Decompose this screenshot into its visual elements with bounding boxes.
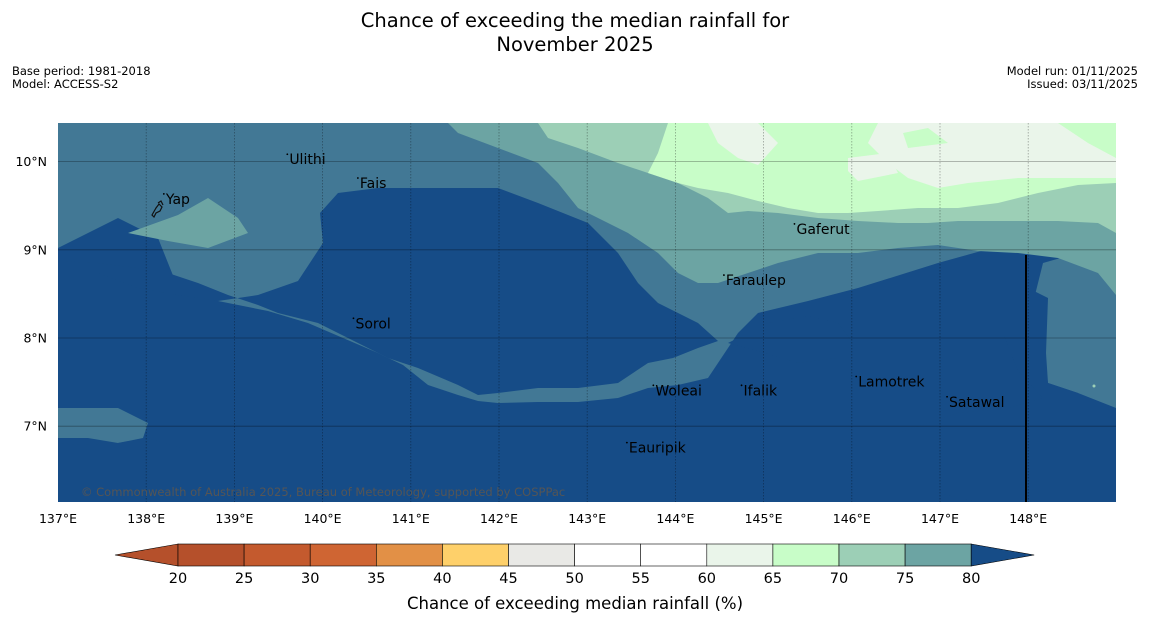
colorbar-box: [243, 543, 311, 567]
island-dot: [723, 274, 725, 276]
region-cmax-blob-2: [728, 316, 853, 363]
region-60-c: [848, 153, 898, 181]
colorbar-tick-label: 25: [235, 571, 253, 587]
colorbar-box: [772, 543, 840, 567]
island-dot: [162, 193, 165, 195]
place-label: Fais: [360, 176, 387, 192]
island-dot: [356, 177, 359, 179]
colorbar-tick-label: 70: [830, 571, 848, 587]
colorbar-tick-label: 40: [433, 571, 451, 587]
colorbar-min-triangle: [114, 543, 179, 567]
colorbar-tick-label: 60: [698, 571, 716, 587]
meta-right: Model run: 01/11/2025 Issued: 03/11/2025: [1007, 65, 1138, 91]
island-dot: [946, 395, 948, 398]
island-dot: [793, 223, 796, 225]
region-60: [708, 123, 778, 165]
place-label: Gaferut: [796, 222, 850, 238]
meta-left: Base period: 1981-2018 Model: ACCESS-S2: [12, 65, 151, 91]
colorbar-tick-label: 55: [631, 571, 649, 587]
place-label: Ulithi: [289, 152, 325, 168]
colorbar-tick-label: 45: [499, 571, 517, 587]
colorbar-boxes: [114, 543, 1035, 567]
lon-tick-label: 138°E: [127, 511, 165, 526]
lon-tick-label: 142°E: [480, 511, 518, 526]
island-dot: [740, 384, 743, 387]
lon-tick-label: 141°E: [392, 511, 430, 526]
colorbar-box: [309, 543, 377, 567]
lon-tick-label: 145°E: [745, 511, 783, 526]
place-label: Eauripik: [629, 441, 687, 457]
region-65-c: [903, 128, 948, 148]
colorbar-tick-label: 20: [169, 571, 187, 587]
island-dot: [286, 153, 289, 156]
colorbar-label: Chance of exceeding median rainfall (%): [406, 594, 744, 613]
lat-tick-labels: 10°N 9°N 8°N 7°N: [15, 154, 47, 434]
region-cmax-blob-3: [898, 288, 1116, 502]
colorbar-tick-labels: 20 25 30 35 40 45 50 55 60 65 70 75 80: [169, 571, 981, 587]
place-label: Sorol: [355, 316, 390, 332]
lon-tick-label: 143°E: [568, 511, 606, 526]
region-cmax-left: [58, 268, 218, 502]
map-title: Chance of exceeding the median rainfall …: [0, 9, 1150, 57]
colorbar-tick-label: 65: [764, 571, 782, 587]
base-period: Base period: 1981-2018: [12, 64, 151, 78]
map-area: Yap Ulithi Fais Gaferut Faraulep Sorol Lamotre…: [58, 123, 1116, 502]
model-name: Model: ACCESS-S2: [12, 77, 119, 91]
small-island-marker: [1092, 384, 1096, 388]
colorbar-max-triangle: [970, 543, 1035, 567]
colorbar-box: [375, 543, 443, 567]
place-label: Woleai: [655, 383, 702, 399]
island-dot: [652, 384, 655, 387]
graticule: [58, 123, 1116, 502]
lon-tick-label: 137°E: [39, 511, 77, 526]
place-label: Satawal: [949, 395, 1004, 411]
colorbar-tick-label: 80: [962, 571, 980, 587]
place-label: Faraulep: [726, 273, 786, 289]
place-label: Ifalik: [744, 383, 778, 399]
lat-tick-label: 7°N: [23, 419, 47, 434]
lon-tick-label: 148°E: [1009, 511, 1047, 526]
colorbar-box: [442, 543, 509, 567]
colorbar-tick-label: 50: [565, 571, 583, 587]
copyright-text: © Commonwealth of Australia 2025, Bureau…: [81, 485, 565, 499]
colorbar-box: [177, 543, 245, 567]
island-dot: [625, 441, 628, 444]
region-cmax-blob-1: [58, 188, 718, 395]
colorbar-tick-label: 75: [896, 571, 914, 587]
yap-island-outline: [151, 200, 164, 219]
lat-tick-label: 8°N: [23, 331, 47, 346]
place-labels: Yap Ulithi Fais Gaferut Faraulep Sorol Lamotre…: [162, 152, 1005, 457]
title-line-2: November 2025: [496, 33, 654, 56]
island-dot: [352, 317, 355, 320]
lon-tick-label: 139°E: [215, 511, 253, 526]
lon-tick-labels: 137°E 138°E 139°E 140°E 141°E 142°E 143°E 144°E…: [39, 511, 1047, 526]
colorbar-box: [706, 543, 774, 567]
lat-tick-label: 9°N: [23, 242, 47, 257]
colorbar-box: [508, 543, 575, 567]
lon-tick-label: 146°E: [833, 511, 871, 526]
issued-date: Issued: 03/11/2025: [1027, 77, 1138, 91]
place-label: Yap: [165, 192, 190, 208]
place-label: Lamotrek: [858, 375, 925, 391]
colorbar-box: [640, 543, 708, 567]
lat-tick-label: 10°N: [15, 154, 47, 169]
colorbar: 20 25 30 35 40 45 50 55 60 65 70 75 80: [114, 543, 1035, 587]
island-dot: [855, 375, 858, 378]
colorbar-tick-label: 30: [301, 571, 319, 587]
axis-labels: 137°E 138°E 139°E 140°E 141°E 142°E 143°E 144°E…: [15, 154, 1047, 526]
colorbar-box: [574, 543, 641, 567]
lon-tick-label: 147°E: [921, 511, 959, 526]
colorbar-box: [904, 543, 972, 567]
colorbar-box: [838, 543, 906, 567]
lon-tick-label: 144°E: [656, 511, 694, 526]
lon-tick-label: 140°E: [304, 511, 342, 526]
title-line-1: Chance of exceeding the median rainfall …: [360, 9, 790, 32]
colorbar-tick-label: 35: [367, 571, 385, 587]
model-run: Model run: 01/11/2025: [1006, 64, 1138, 78]
map-canvas: Yap Ulithi Fais Gaferut Faraulep Sorol Lamotre…: [58, 123, 1116, 502]
